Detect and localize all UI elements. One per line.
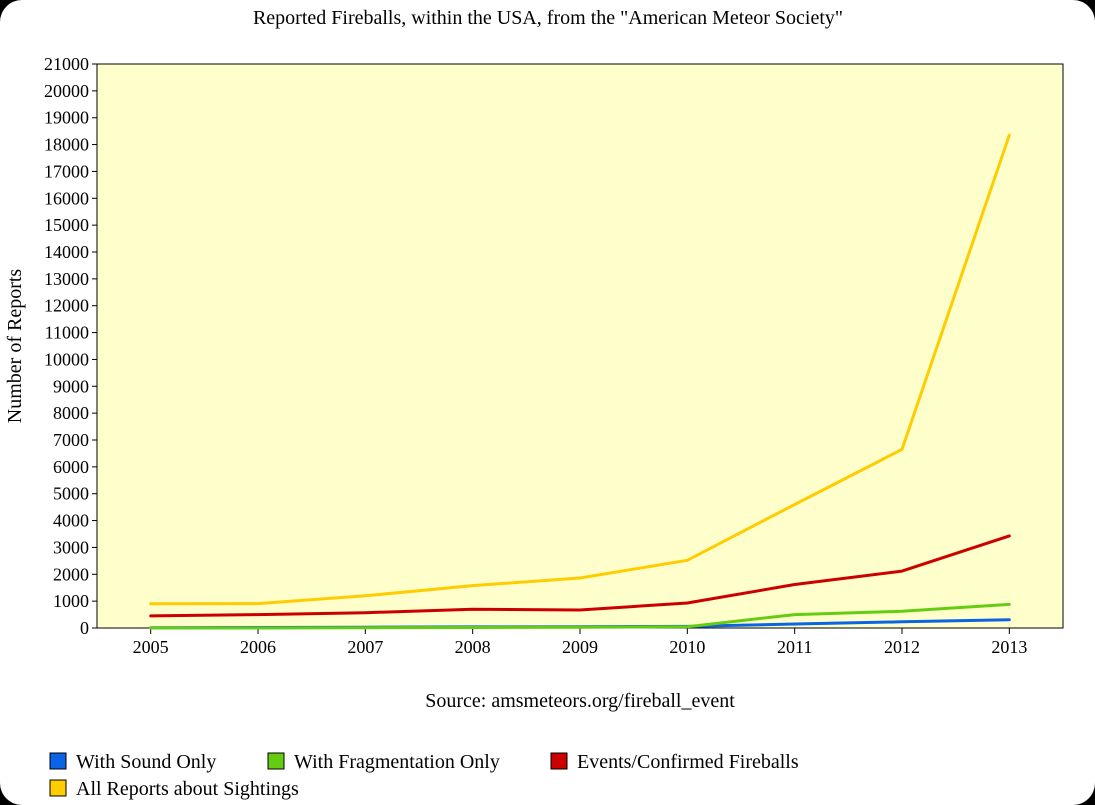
y-tick-label: 18000 <box>44 135 89 155</box>
chart-title: Reported Fireballs, within the USA, from… <box>253 7 843 29</box>
y-tick-label: 21000 <box>44 54 89 74</box>
y-tick-label: 1000 <box>53 591 89 611</box>
x-axis: 2005 2006 2007 2008 2009 2010 2011 2012 2013 <box>133 628 1027 657</box>
legend-label: Events/Confirmed Fireballs <box>577 751 799 773</box>
x-tick-label: 2009 <box>562 637 598 657</box>
series-line-3 <box>149 133 1011 606</box>
legend-swatch <box>267 752 285 770</box>
y-tick-label: 20000 <box>44 81 89 101</box>
series-line-1 <box>149 602 1011 630</box>
y-tick-label: 14000 <box>44 242 89 262</box>
legend-label: All Reports about Sightings <box>76 778 299 800</box>
x-tick-label: 2012 <box>884 637 920 657</box>
series-line-2 <box>149 534 1011 618</box>
x-tick-label: 2013 <box>991 637 1027 657</box>
legend-label: With Fragmentation Only <box>294 751 500 773</box>
x-tick-label: 2011 <box>777 637 812 657</box>
y-tick-label: 10000 <box>44 349 89 369</box>
source-note: Source: amsmeteors.org/fireball_event <box>425 690 735 712</box>
x-tick-label: 2006 <box>240 637 276 657</box>
y-tick-label: 17000 <box>44 161 89 181</box>
legend-swatch <box>49 779 67 797</box>
series-lines <box>149 133 1011 630</box>
y-tick-label: 12000 <box>44 296 89 316</box>
legend-swatch <box>550 752 568 770</box>
y-tick-label: 11000 <box>45 323 89 343</box>
y-tick-label: 16000 <box>44 188 89 208</box>
y-tick-label: 6000 <box>53 457 89 477</box>
y-tick-label: 8000 <box>53 403 89 423</box>
y-tick-label: 5000 <box>53 484 89 504</box>
y-tick-label: 3000 <box>53 537 89 557</box>
legend-swatch <box>49 752 67 770</box>
x-tick-label: 2008 <box>455 637 491 657</box>
x-tick-label: 2005 <box>133 637 169 657</box>
x-tick-label: 2007 <box>347 637 383 657</box>
y-tick-label: 15000 <box>44 215 89 235</box>
y-tick-label: 7000 <box>53 430 89 450</box>
y-axis-title: Number of Reports <box>4 269 26 424</box>
plot-area <box>96 63 1064 629</box>
legend: With Sound Only With Fragmentation Only Ev… <box>49 751 799 800</box>
y-axis: 0 1000 2000 3000 4000 5000 6000 7000 8000 9000 100… <box>44 54 97 638</box>
x-tick-label: 2010 <box>669 637 705 657</box>
y-tick-label: 4000 <box>53 511 89 531</box>
y-tick-label: 9000 <box>53 376 89 396</box>
y-tick-label: 13000 <box>44 269 89 289</box>
y-tick-label: 0 <box>80 618 89 638</box>
y-tick-label: 19000 <box>44 108 89 128</box>
legend-label: With Sound Only <box>76 751 216 773</box>
y-tick-label: 2000 <box>53 564 89 584</box>
